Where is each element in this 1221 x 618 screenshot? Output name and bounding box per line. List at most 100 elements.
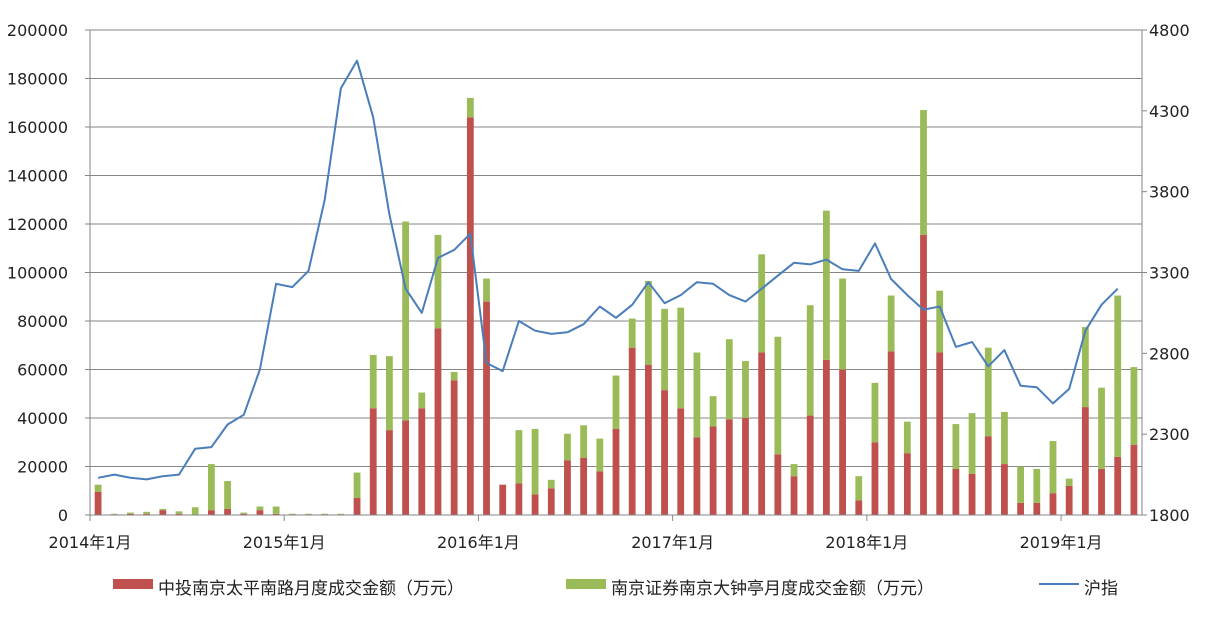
bar-zhongtou (548, 488, 555, 515)
bars (95, 98, 1138, 515)
legend-label-shanghai-index: 沪指 (1084, 579, 1118, 599)
bar-zhongtou (774, 454, 781, 515)
y-right-tick-label: 4300 (1149, 102, 1190, 121)
bar-zhongtou (1033, 503, 1040, 515)
bar-zhongtou (629, 348, 636, 515)
bar-zhongtou (1066, 486, 1073, 515)
bar-nanjing-securities (596, 439, 603, 472)
bar-nanjing-securities (888, 296, 895, 352)
bar-zhongtou (596, 471, 603, 515)
bar-zhongtou (645, 365, 652, 515)
y-left-tick-label: 40000 (17, 409, 68, 428)
bar-nanjing-securities (1050, 441, 1057, 493)
legend-label-nanjing-securities: 南京证券南京大钟亭月度成交金额（万元） (611, 579, 934, 599)
bar-zhongtou (515, 483, 522, 515)
bar-nanjing-securities (823, 211, 830, 360)
bar-nanjing-securities (645, 281, 652, 365)
bar-nanjing-securities (710, 396, 717, 426)
line-series (98, 61, 1118, 480)
bar-zhongtou (742, 418, 749, 515)
legend-swatch-nanjing-securities (566, 579, 606, 589)
y-right-tick-label: 3300 (1149, 264, 1190, 283)
bar-nanjing-securities (920, 110, 927, 235)
bar-zhongtou (1098, 469, 1105, 515)
legend: 中投南京太平南路月度成交金额（万元）南京证券南京大钟亭月度成交金额（万元）沪指 (113, 579, 1118, 599)
x-tick-label: 2018年1月 (825, 533, 908, 552)
bar-nanjing-securities (1033, 469, 1040, 503)
x-tick-label: 2017年1月 (631, 533, 714, 552)
y-right-tick-label: 2800 (1149, 344, 1190, 363)
bar-nanjing-securities (354, 473, 361, 498)
bar-nanjing-securities (726, 339, 733, 419)
bar-nanjing-securities (807, 305, 814, 415)
bar-zhongtou (726, 419, 733, 515)
bar-zhongtou (661, 390, 668, 515)
bar-nanjing-securities (467, 98, 474, 117)
bar-nanjing-securities (337, 514, 344, 515)
y-right-tick-label: 2300 (1149, 425, 1190, 444)
bar-nanjing-securities (176, 511, 183, 513)
bar-nanjing-securities (936, 291, 943, 353)
bar-zhongtou (532, 494, 539, 515)
bar-zhongtou (904, 453, 911, 515)
y-right-tick-label: 4800 (1149, 21, 1190, 40)
y-left-tick-label: 20000 (17, 458, 68, 477)
y-left-tick-label: 60000 (17, 361, 68, 380)
bar-nanjing-securities (321, 514, 328, 515)
bar-zhongtou (1131, 445, 1138, 515)
bar-zhongtou (613, 429, 620, 515)
bar-zhongtou (985, 436, 992, 515)
bar-nanjing-securities (872, 383, 879, 442)
bar-zhongtou (580, 458, 587, 515)
bar-nanjing-securities (532, 429, 539, 494)
x-tick-label: 2014年1月 (49, 533, 132, 552)
y-left-tick-label: 140000 (7, 167, 68, 186)
bar-nanjing-securities (1114, 296, 1121, 457)
bar-zhongtou (1017, 503, 1024, 515)
bar-zhongtou (159, 510, 166, 515)
bar-nanjing-securities (240, 513, 247, 514)
bar-zhongtou (710, 426, 717, 515)
bar-zhongtou (499, 485, 506, 515)
bar-nanjing-securities (677, 308, 684, 409)
bar-nanjing-securities (758, 254, 765, 352)
bar-zhongtou (257, 510, 264, 515)
bar-nanjing-securities (370, 355, 377, 408)
bar-zhongtou (758, 353, 765, 515)
bar-zhongtou (386, 430, 393, 515)
bar-nanjing-securities (224, 481, 231, 509)
bar-nanjing-securities (839, 279, 846, 370)
bar-zhongtou (1050, 493, 1057, 515)
bar-nanjing-securities (273, 507, 280, 514)
y-left-tick-label: 180000 (7, 70, 68, 89)
bar-nanjing-securities (159, 509, 166, 510)
bar-nanjing-securities (969, 413, 976, 474)
bar-zhongtou (791, 476, 798, 515)
bar-nanjing-securities (564, 434, 571, 461)
bar-nanjing-securities (305, 514, 312, 515)
bar-nanjing-securities (904, 422, 911, 454)
x-tick-label: 2016年1月 (437, 533, 520, 552)
bar-zhongtou (952, 469, 959, 515)
bar-zhongtou (920, 235, 927, 515)
bar-nanjing-securities (483, 279, 490, 302)
bar-nanjing-securities (402, 222, 409, 421)
bar-nanjing-securities (952, 424, 959, 469)
bar-nanjing-securities (289, 514, 296, 515)
bar-nanjing-securities (208, 464, 215, 510)
bar-nanjing-securities (580, 425, 587, 458)
bar-zhongtou (1082, 407, 1089, 515)
y-left-tick-label: 0 (58, 506, 68, 525)
bar-zhongtou (354, 498, 361, 515)
bar-nanjing-securities (386, 356, 393, 430)
bar-zhongtou (839, 370, 846, 516)
bar-zhongtou (467, 117, 474, 515)
bar-nanjing-securities (791, 464, 798, 476)
bar-zhongtou (872, 442, 879, 515)
bar-nanjing-securities (1066, 479, 1073, 486)
bar-nanjing-securities (742, 361, 749, 418)
bar-nanjing-securities (1017, 467, 1024, 503)
y-right-tick-label: 1800 (1149, 506, 1190, 525)
